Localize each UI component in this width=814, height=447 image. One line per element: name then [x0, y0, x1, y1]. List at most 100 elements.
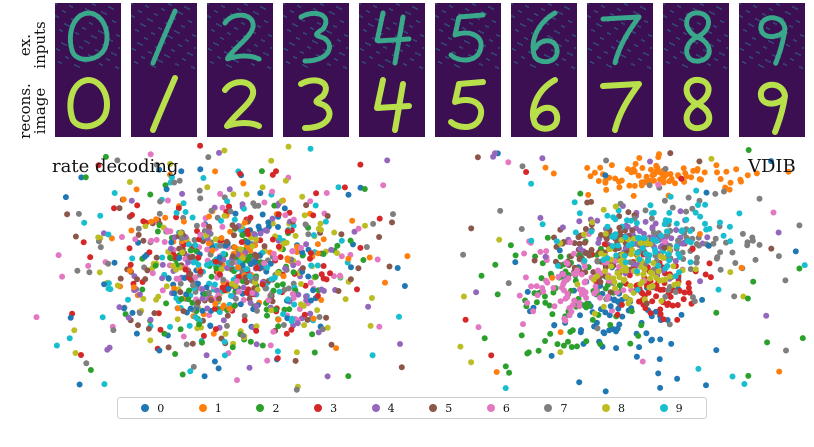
- vdib-point: [625, 209, 632, 216]
- rate-decoding-point: [341, 184, 348, 191]
- vdib-point: [712, 190, 719, 197]
- rate-decoding-point: [215, 365, 222, 372]
- rate-decoding-point: [183, 341, 190, 348]
- vdib-point: [630, 289, 637, 296]
- rate-decoding-point: [404, 253, 411, 260]
- vdib-point: [680, 296, 687, 303]
- vdib-point: [460, 251, 467, 258]
- legend-item-7: 7: [544, 402, 567, 415]
- rate-decoding-point: [157, 198, 164, 205]
- vdib-point: [542, 253, 549, 260]
- rate-decoding-point: [199, 307, 206, 314]
- rate-decoding-point: [164, 197, 171, 204]
- vdib-point: [768, 245, 775, 252]
- vdib-point: [660, 286, 667, 293]
- legend-label: 1: [214, 401, 222, 415]
- rate-decoding-point: [140, 237, 147, 244]
- rate-decoding-point: [76, 381, 83, 388]
- rate-decoding-point: [111, 205, 117, 212]
- rate-decoding-point: [195, 261, 202, 268]
- vdib-point: [647, 310, 654, 317]
- rate-decoding-point: [154, 228, 161, 235]
- rate-decoding-point: [224, 312, 231, 319]
- rate-decoding-point: [125, 314, 132, 321]
- rate-decoding-point: [179, 249, 186, 256]
- rate-decoding-point: [318, 297, 325, 303]
- rate-decoding-point: [335, 184, 342, 191]
- vdib-point: [502, 363, 509, 370]
- rate-decoding-point: [335, 288, 342, 294]
- rate-decoding-point: [290, 262, 297, 269]
- vdib-point: [528, 283, 535, 290]
- vdib-point: [602, 268, 608, 275]
- rate-decoding-point: [324, 213, 331, 219]
- vdib-point: [717, 249, 724, 256]
- rate-decoding-point: [135, 231, 142, 238]
- vdib-point: [783, 347, 789, 354]
- rate-decoding-point: [275, 243, 282, 250]
- vdib-point: [505, 280, 512, 287]
- rate-decoding-point: [310, 232, 317, 239]
- rate-decoding-point: [175, 276, 182, 282]
- vdib-point: [680, 165, 687, 172]
- rate-decoding-point: [267, 260, 274, 267]
- rate-decoding-point: [189, 340, 196, 347]
- vdib-point: [624, 223, 631, 230]
- rate-decoding-point: [141, 253, 148, 260]
- rate-decoding-point: [180, 218, 187, 225]
- vdib-point: [557, 253, 564, 260]
- vdib-point: [627, 282, 634, 289]
- vdib-point: [695, 365, 702, 372]
- rate-decoding-point: [186, 287, 192, 294]
- vdib-point: [600, 206, 607, 213]
- rate-decoding-point: [282, 177, 289, 184]
- rate-decoding-point: [148, 237, 155, 244]
- rate-decoding-point: [171, 179, 178, 186]
- rate-decoding-point: [193, 222, 200, 229]
- vdib-point: [645, 257, 652, 264]
- rate-decoding-point: [222, 330, 229, 337]
- vdib-point: [590, 276, 597, 283]
- rate-decoding-point: [318, 226, 324, 233]
- rate-decoding-point: [237, 246, 244, 253]
- rate-decoding-point: [280, 311, 287, 318]
- vdib-point: [533, 299, 540, 306]
- vdib-point: [682, 170, 689, 177]
- legend-item-5: 5: [429, 402, 452, 415]
- rate-decoding-point: [156, 347, 163, 354]
- vdib-point: [665, 251, 672, 258]
- rate-decoding-point: [307, 279, 314, 286]
- rate-decoding-point: [323, 190, 330, 196]
- rate-decoding-point: [189, 253, 196, 260]
- vdib-point: [604, 274, 611, 281]
- rate-decoding-point: [163, 283, 170, 290]
- rate-decoding-point: [195, 280, 201, 287]
- rate-decoding-point: [129, 309, 136, 316]
- rate-decoding-point: [168, 239, 175, 246]
- rate-decoding-point: [221, 212, 228, 219]
- rate-decoding-point: [283, 239, 290, 246]
- rate-decoding-point: [155, 293, 162, 300]
- vdib-point: [689, 246, 696, 252]
- digit-glyph: [374, 77, 412, 133]
- rate-decoding-point: [96, 269, 103, 276]
- input-digit-2: [207, 3, 273, 70]
- vdib-point: [796, 222, 803, 229]
- rate-decoding-point: [176, 255, 183, 261]
- vdib-point: [613, 252, 620, 259]
- rate-decoding-point: [128, 227, 135, 234]
- vdib-point: [672, 258, 679, 264]
- rate-decoding-point: [224, 198, 231, 205]
- vdib-point: [638, 263, 645, 270]
- rate-decoding-point: [315, 250, 321, 257]
- rate-decoding-point: [200, 332, 207, 339]
- rate-decoding-point: [308, 262, 315, 269]
- vdib-point: [675, 280, 682, 287]
- rate-decoding-point: [212, 236, 219, 243]
- rate-decoding-point: [347, 276, 354, 283]
- recon-digit-2: [207, 70, 273, 137]
- vdib-point: [706, 260, 713, 267]
- rate-decoding-point: [212, 168, 219, 175]
- vdib-point: [522, 274, 529, 281]
- rate-decoding-point: [274, 348, 281, 355]
